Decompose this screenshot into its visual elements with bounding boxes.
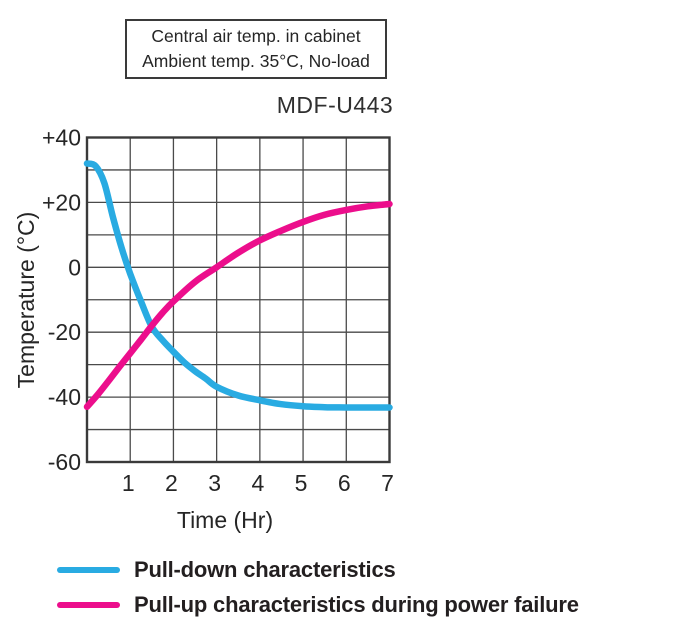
x-tick-label: 2	[165, 470, 178, 496]
chart-title: MDF-U443	[276, 92, 394, 118]
y-tick-label: 0	[68, 254, 81, 280]
y-tick-label: +20	[42, 189, 81, 215]
conditions-line-1: Central air temp. in cabinet	[151, 26, 361, 46]
x-tick-label: 1	[122, 470, 135, 496]
y-tick-label: -20	[48, 319, 81, 345]
legend: Pull-down characteristics Pull-up charac…	[57, 552, 579, 622]
curve-pull-down	[83, 160, 393, 411]
y-axis-label: Temperature (°C)	[13, 212, 39, 389]
legend-item-pull-up: Pull-up characteristics during power fai…	[57, 587, 579, 622]
curve-pull-up	[83, 200, 393, 411]
x-axis-label: Time (Hr)	[177, 507, 273, 533]
conditions-line-2: Ambient temp. 35°C, No-load	[142, 51, 370, 71]
x-tick-label: 6	[338, 470, 351, 496]
y-tick-label: -40	[48, 384, 81, 410]
x-tick-label: 3	[208, 470, 221, 496]
legend-label-pull-down: Pull-down characteristics	[134, 556, 396, 582]
y-tick-label: -60	[48, 449, 81, 475]
plot-border	[85, 136, 391, 464]
pull-up-line-swatch	[57, 601, 120, 608]
conditions-box: Central air temp. in cabinet Ambient tem…	[125, 19, 387, 79]
y-tick-label: +40	[42, 125, 81, 151]
legend-label-pull-up: Pull-up characteristics during power fai…	[134, 591, 579, 617]
x-tick-label: 7	[381, 470, 394, 496]
pull-down-line-swatch	[57, 566, 120, 573]
legend-item-pull-down: Pull-down characteristics	[57, 552, 579, 587]
x-tick-label: 4	[251, 470, 264, 496]
x-tick-label: 5	[295, 470, 308, 496]
